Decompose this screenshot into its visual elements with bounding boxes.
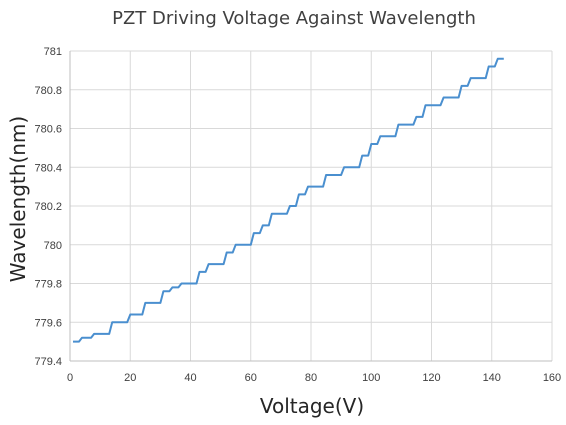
y-tick-label: 779.4 — [34, 356, 62, 368]
x-tick-label: 40 — [184, 372, 196, 384]
x-tick-label: 60 — [245, 372, 257, 384]
y-tick-label: 780.4 — [34, 162, 62, 174]
series-layer — [73, 57, 504, 343]
axis-layer — [69, 51, 552, 362]
x-tick-label: 160 — [543, 372, 561, 384]
y-tick-label: 779.8 — [34, 279, 62, 291]
chart-title: PZT Driving Voltage Against Wavelength — [112, 8, 476, 29]
y-tick-label: 780 — [44, 240, 62, 252]
x-tick-label: 120 — [422, 372, 440, 384]
y-axis-label: Wavelength(nm) — [6, 116, 30, 282]
y-tick-label: 779.6 — [34, 317, 62, 329]
y-tick-label: 780.2 — [34, 201, 62, 213]
x-axis-label: Voltage(V) — [260, 394, 364, 418]
y-tick-label: 781 — [44, 46, 62, 58]
x-tick-label: 140 — [483, 372, 501, 384]
x-tick-label: 0 — [67, 372, 73, 384]
x-tick-label: 20 — [124, 372, 136, 384]
x-tick-label: 80 — [305, 372, 317, 384]
grid-layer — [70, 50, 553, 361]
y-tick-label: 780.8 — [34, 85, 62, 97]
tick-layer: 779.4 779.6 779.8 780 780.2 780.4 780.6 780.8 78… — [34, 46, 561, 384]
y-tick-label: 780.6 — [34, 124, 62, 136]
series-line — [73, 57, 504, 343]
x-tick-label: 100 — [362, 372, 380, 384]
